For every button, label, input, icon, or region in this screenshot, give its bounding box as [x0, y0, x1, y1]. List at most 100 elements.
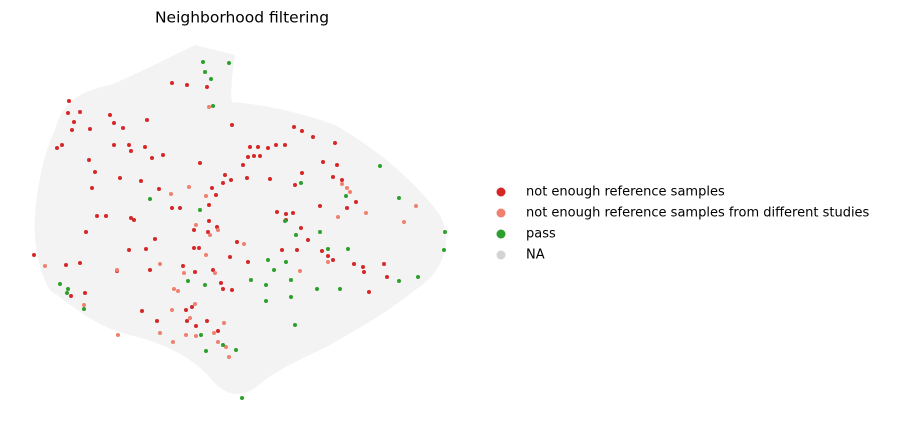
data-point [241, 163, 245, 167]
data-point [248, 145, 252, 149]
data-point [127, 248, 131, 252]
data-point [143, 145, 147, 149]
data-point [185, 83, 189, 87]
data-point [129, 216, 133, 220]
data-point [230, 123, 234, 127]
data-point [203, 283, 207, 287]
data-point [298, 269, 302, 273]
data-point [414, 204, 418, 208]
data-point [283, 219, 287, 223]
legend-label: not enough reference samples from differ… [526, 206, 870, 221]
data-point [104, 214, 108, 218]
data-point [331, 175, 335, 179]
data-point [43, 264, 47, 268]
data-point [284, 212, 288, 216]
data-point [203, 70, 207, 74]
data-point [212, 331, 216, 335]
data-point [221, 181, 225, 185]
data-point [178, 206, 182, 210]
data-point [266, 146, 270, 150]
data-point [205, 85, 209, 89]
data-point [116, 333, 120, 337]
data-point [140, 309, 144, 313]
data-point [193, 302, 197, 306]
data-point [148, 268, 152, 272]
data-point [340, 182, 344, 186]
data-point [216, 228, 220, 232]
data-point [289, 278, 293, 282]
data-point [115, 268, 119, 272]
data-point [442, 248, 446, 252]
data-point [84, 230, 88, 234]
data-point [223, 173, 227, 177]
data-point [204, 349, 208, 353]
data-point [221, 287, 225, 291]
data-point [216, 329, 220, 333]
data-point [397, 279, 401, 283]
data-point [82, 303, 86, 307]
data-point [192, 246, 196, 250]
data-point [362, 270, 366, 274]
data-point [219, 281, 223, 285]
data-point [132, 218, 136, 222]
data-point [194, 324, 198, 328]
legend-marker [496, 250, 506, 260]
data-point [336, 215, 340, 219]
data-point [345, 206, 349, 210]
data-point [58, 282, 62, 286]
data-point [293, 183, 297, 187]
data-point [201, 60, 205, 64]
data-point [272, 268, 276, 272]
data-point [214, 193, 218, 197]
data-point [318, 204, 322, 208]
data-point [199, 333, 203, 337]
data-point [264, 299, 268, 303]
data-point [184, 333, 188, 337]
legend-marker [496, 187, 506, 197]
data-point [240, 396, 244, 400]
data-point [306, 238, 310, 242]
data-point [169, 192, 173, 196]
data-point [331, 258, 335, 262]
data-point [184, 308, 188, 312]
data-point [416, 275, 420, 279]
data-point [340, 178, 344, 182]
data-point [172, 287, 176, 291]
data-point [208, 233, 212, 237]
data-point [187, 185, 191, 189]
data-point [224, 345, 228, 349]
data-point [176, 289, 180, 293]
data-point [207, 203, 211, 207]
data-point [198, 208, 202, 212]
data-point [246, 155, 250, 159]
data-point [207, 219, 211, 223]
data-point [318, 230, 322, 234]
data-point [335, 163, 339, 167]
data-point [194, 223, 198, 227]
data-point [66, 111, 70, 115]
data-point [170, 308, 174, 312]
data-point [292, 125, 296, 129]
data-point [264, 283, 268, 287]
data-point [397, 196, 401, 200]
data-point [252, 154, 256, 158]
data-point [230, 288, 234, 292]
data-point [274, 143, 278, 147]
data-point [326, 254, 330, 258]
data-point [266, 258, 270, 262]
data-point [326, 260, 330, 264]
data-point [234, 348, 238, 352]
data-point [275, 210, 279, 214]
legend-label: not enough reference samples [526, 185, 725, 200]
data-point [227, 355, 231, 359]
legend-marker [496, 208, 506, 218]
data-point [228, 255, 232, 259]
data-point [364, 211, 368, 215]
data-point [171, 340, 175, 344]
data-point [206, 230, 210, 234]
data-point [283, 143, 287, 147]
data-point [118, 176, 122, 180]
data-point [284, 260, 288, 264]
data-point [82, 307, 86, 311]
